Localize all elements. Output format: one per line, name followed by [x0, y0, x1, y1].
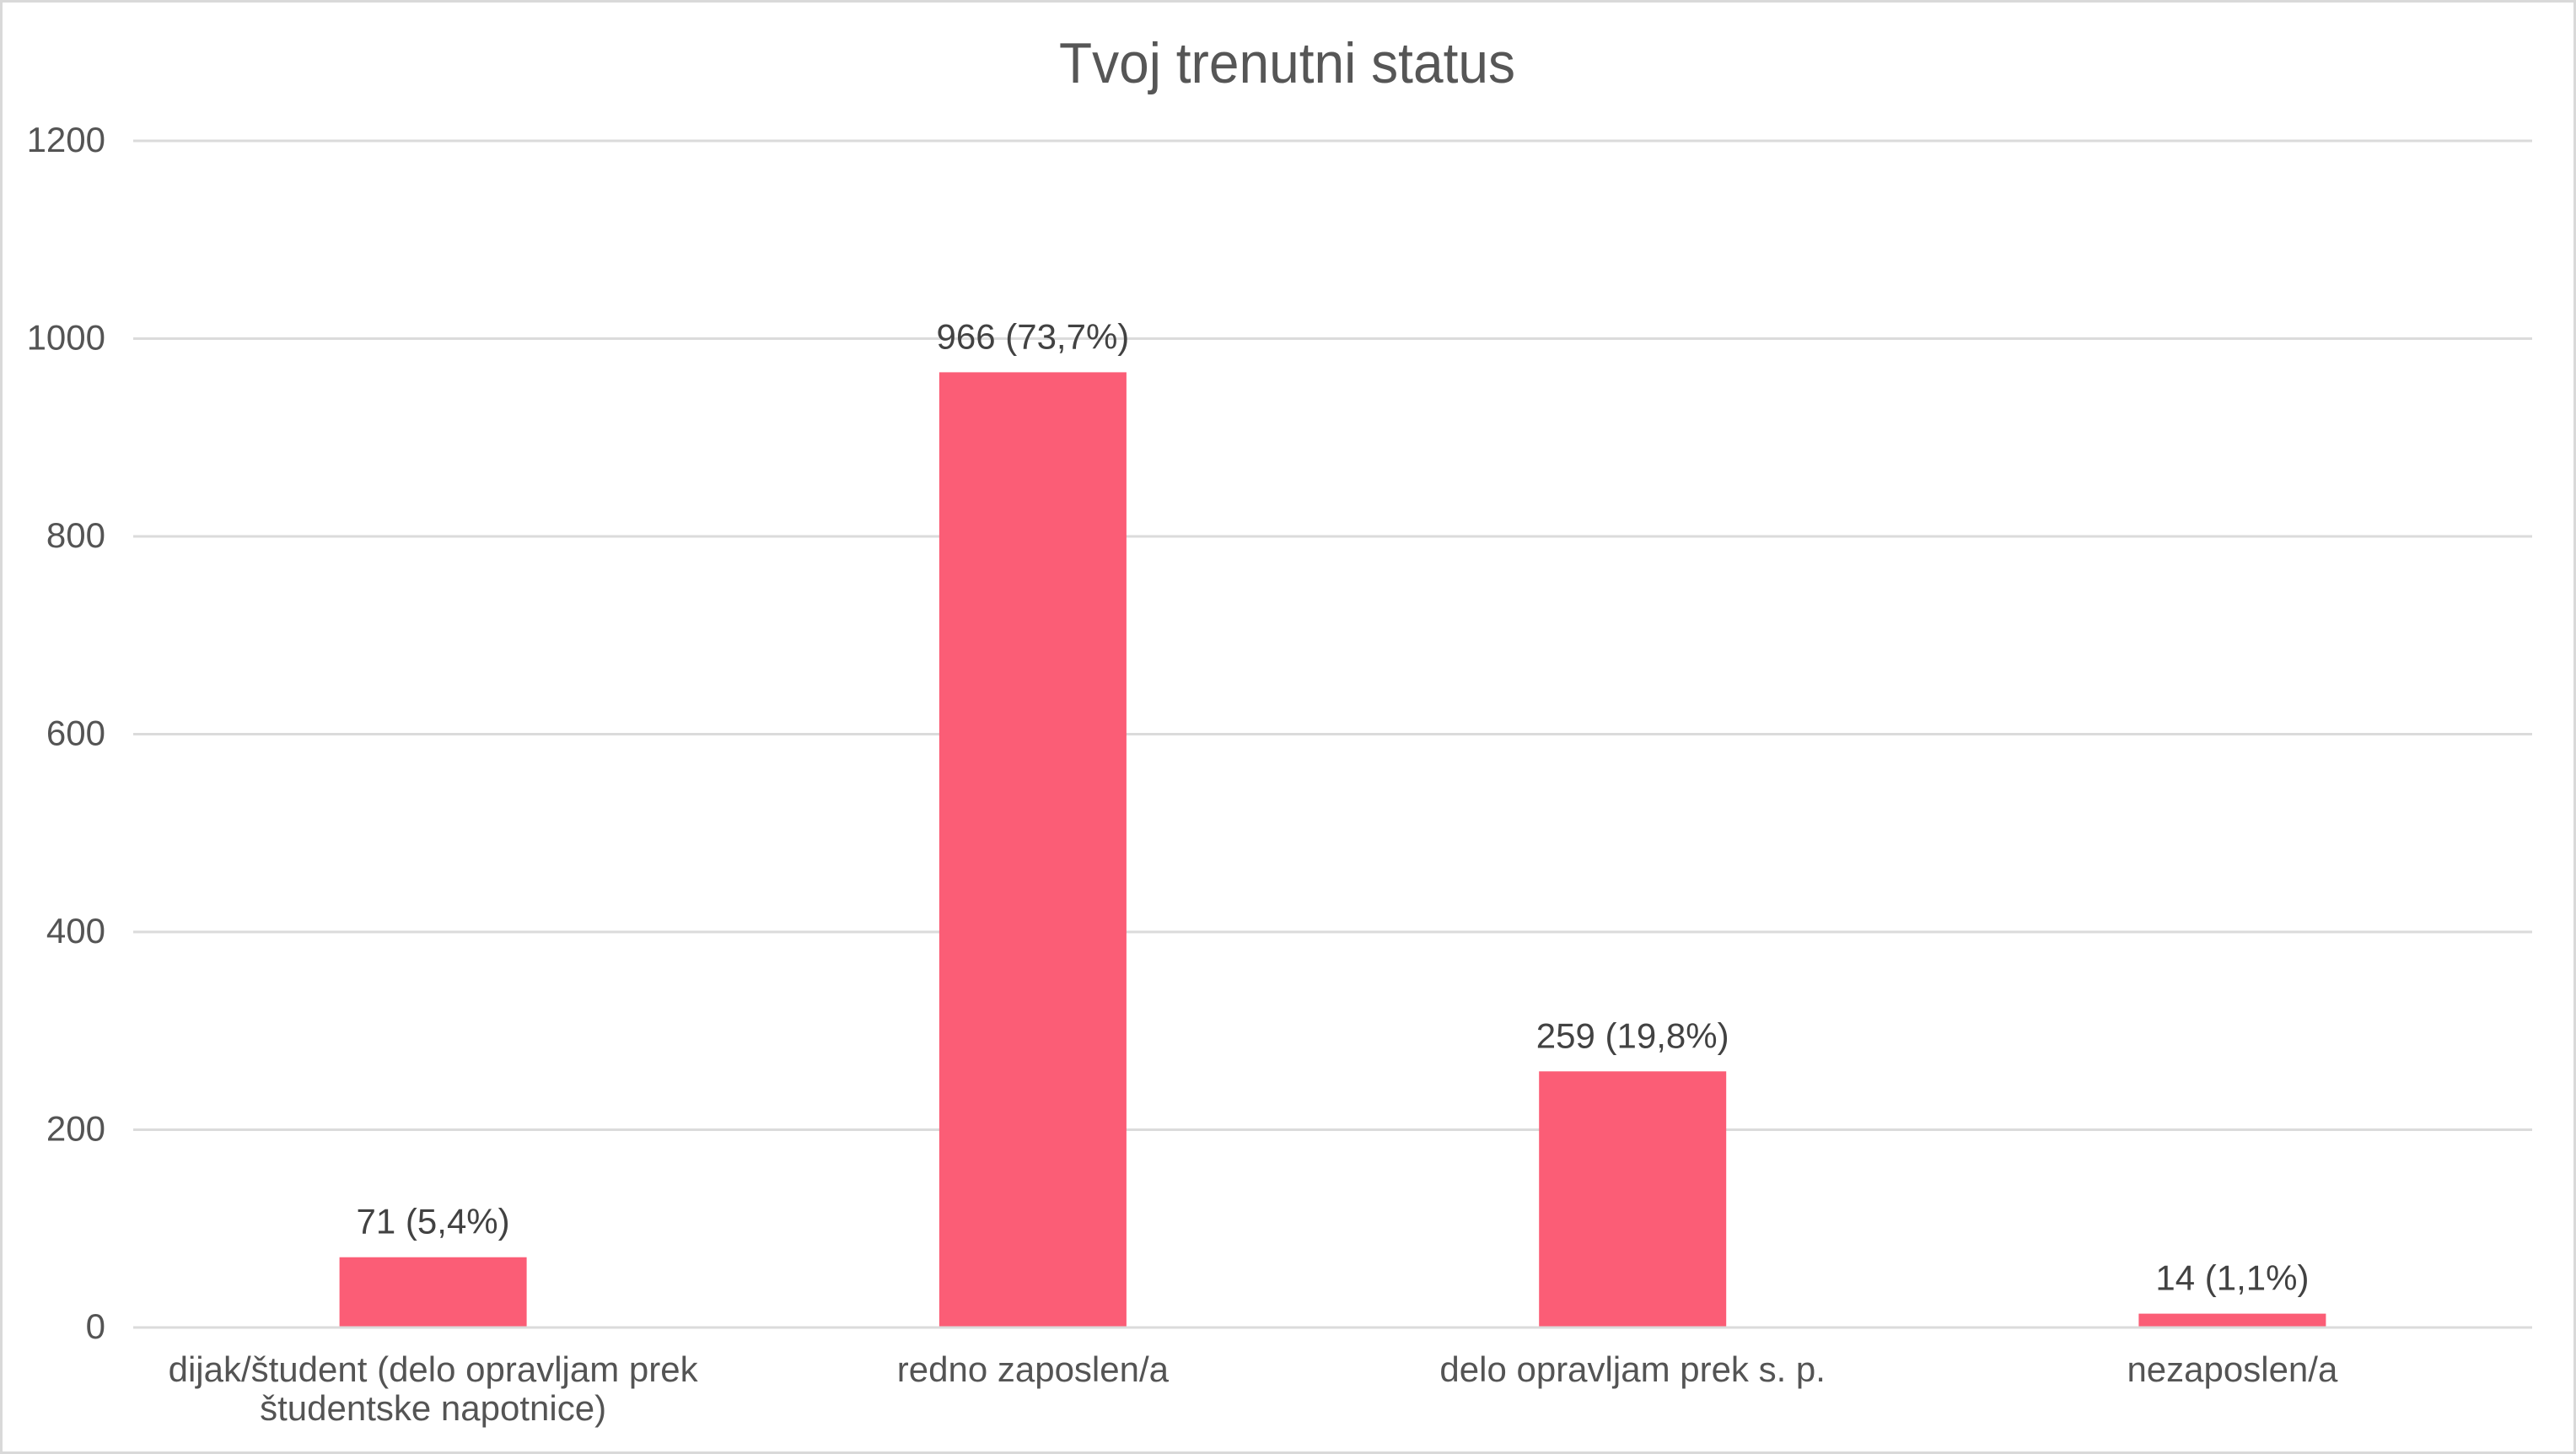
- svg-text:delo opravljam prek s. p.: delo opravljam prek s. p.: [1439, 1349, 1826, 1389]
- svg-text:dijak/študent (delo opravljam: dijak/študent (delo opravljam prek: [169, 1349, 699, 1389]
- svg-text:259 (19,8%): 259 (19,8%): [1536, 1015, 1729, 1055]
- svg-text:nezaposlen/a: nezaposlen/a: [2127, 1349, 2338, 1389]
- svg-text:966 (73,7%): 966 (73,7%): [936, 316, 1129, 356]
- svg-text:600: 600: [46, 714, 105, 753]
- svg-text:redno zaposlen/a: redno zaposlen/a: [897, 1349, 1170, 1389]
- svg-text:študentske napotnice): študentske napotnice): [260, 1388, 606, 1428]
- svg-text:14 (1,1%): 14 (1,1%): [2155, 1258, 2309, 1298]
- svg-text:400: 400: [46, 911, 105, 950]
- svg-text:1000: 1000: [27, 318, 105, 358]
- svg-text:Tvoj trenutni status: Tvoj trenutni status: [1059, 32, 1515, 95]
- svg-text:0: 0: [86, 1306, 105, 1346]
- svg-text:200: 200: [46, 1109, 105, 1149]
- svg-text:71 (5,4%): 71 (5,4%): [357, 1202, 510, 1241]
- svg-text:800: 800: [46, 515, 105, 555]
- svg-text:1200: 1200: [27, 120, 105, 159]
